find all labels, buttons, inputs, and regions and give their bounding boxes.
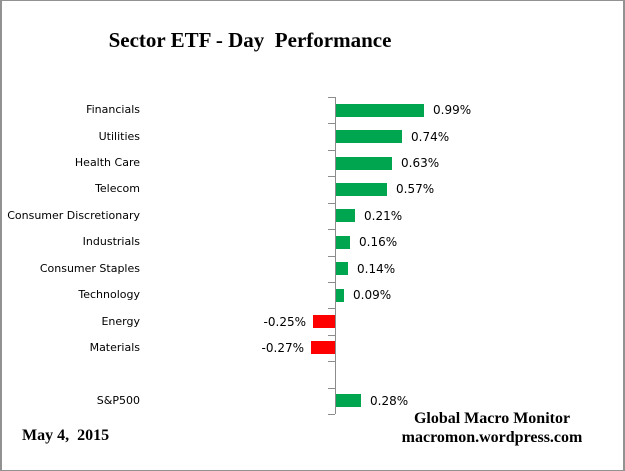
bar-positive (336, 289, 344, 302)
value-label: 0.74% (411, 130, 450, 144)
category-label: Health Care (74, 156, 140, 169)
category-label: Consumer Staples (39, 262, 140, 275)
axis-tick (328, 150, 335, 151)
axis-tick (328, 361, 335, 362)
chart-title: Sector ETF - Day Performance (108, 28, 392, 52)
axis-tick (328, 229, 335, 230)
date-label: May 4, 2015 (22, 427, 110, 444)
bar-negative (311, 341, 335, 354)
plot-area: Financials 0.99% Utilities 0.74% Health Care… (2, 97, 623, 415)
axis-tick (328, 97, 335, 98)
axis-tick (328, 203, 335, 204)
category-label: Materials (89, 341, 140, 354)
value-label: 0.14% (357, 262, 396, 276)
bar-positive (336, 236, 350, 249)
bar-positive (336, 209, 355, 222)
category-label: Telecom (95, 182, 140, 195)
category-label: Technology (78, 288, 140, 301)
value-label: 0.57% (396, 182, 435, 196)
bar-positive (336, 104, 424, 117)
category-label: Industrials (82, 235, 140, 248)
category-label: Energy (101, 315, 140, 328)
axis-tick (328, 176, 335, 177)
value-label: 0.09% (353, 288, 392, 302)
bar-positive (336, 183, 387, 196)
value-label: 0.16% (359, 235, 398, 249)
axis-tick (328, 282, 335, 283)
bar-positive (336, 157, 392, 170)
value-axis (335, 97, 336, 415)
bar-negative (313, 315, 335, 328)
axis-tick (328, 308, 335, 309)
attribution-title: Global Macro Monitor (413, 410, 571, 427)
axis-tick (328, 335, 335, 336)
value-label: 0.28% (370, 394, 409, 408)
attribution-url: macromon.wordpress.com (401, 429, 583, 446)
value-label: -0.27% (261, 341, 304, 355)
bar-positive (336, 262, 348, 275)
value-label: 0.21% (364, 209, 403, 223)
category-label: Financials (86, 103, 140, 116)
category-label: Utilities (98, 130, 140, 143)
value-label: 0.63% (401, 156, 440, 170)
axis-tick (328, 388, 335, 389)
axis-tick (328, 256, 335, 257)
attribution: Global Macro Monitor macromon.wordpress.… (370, 409, 614, 447)
value-label: 0.99% (433, 103, 472, 117)
bar-positive (336, 130, 402, 143)
category-label: S&P500 (96, 394, 140, 407)
category-label: Consumer Discretionary (7, 209, 140, 222)
axis-tick (328, 123, 335, 124)
value-label: -0.25% (263, 315, 306, 329)
axis-tick (328, 414, 335, 415)
bar-positive (336, 394, 361, 407)
